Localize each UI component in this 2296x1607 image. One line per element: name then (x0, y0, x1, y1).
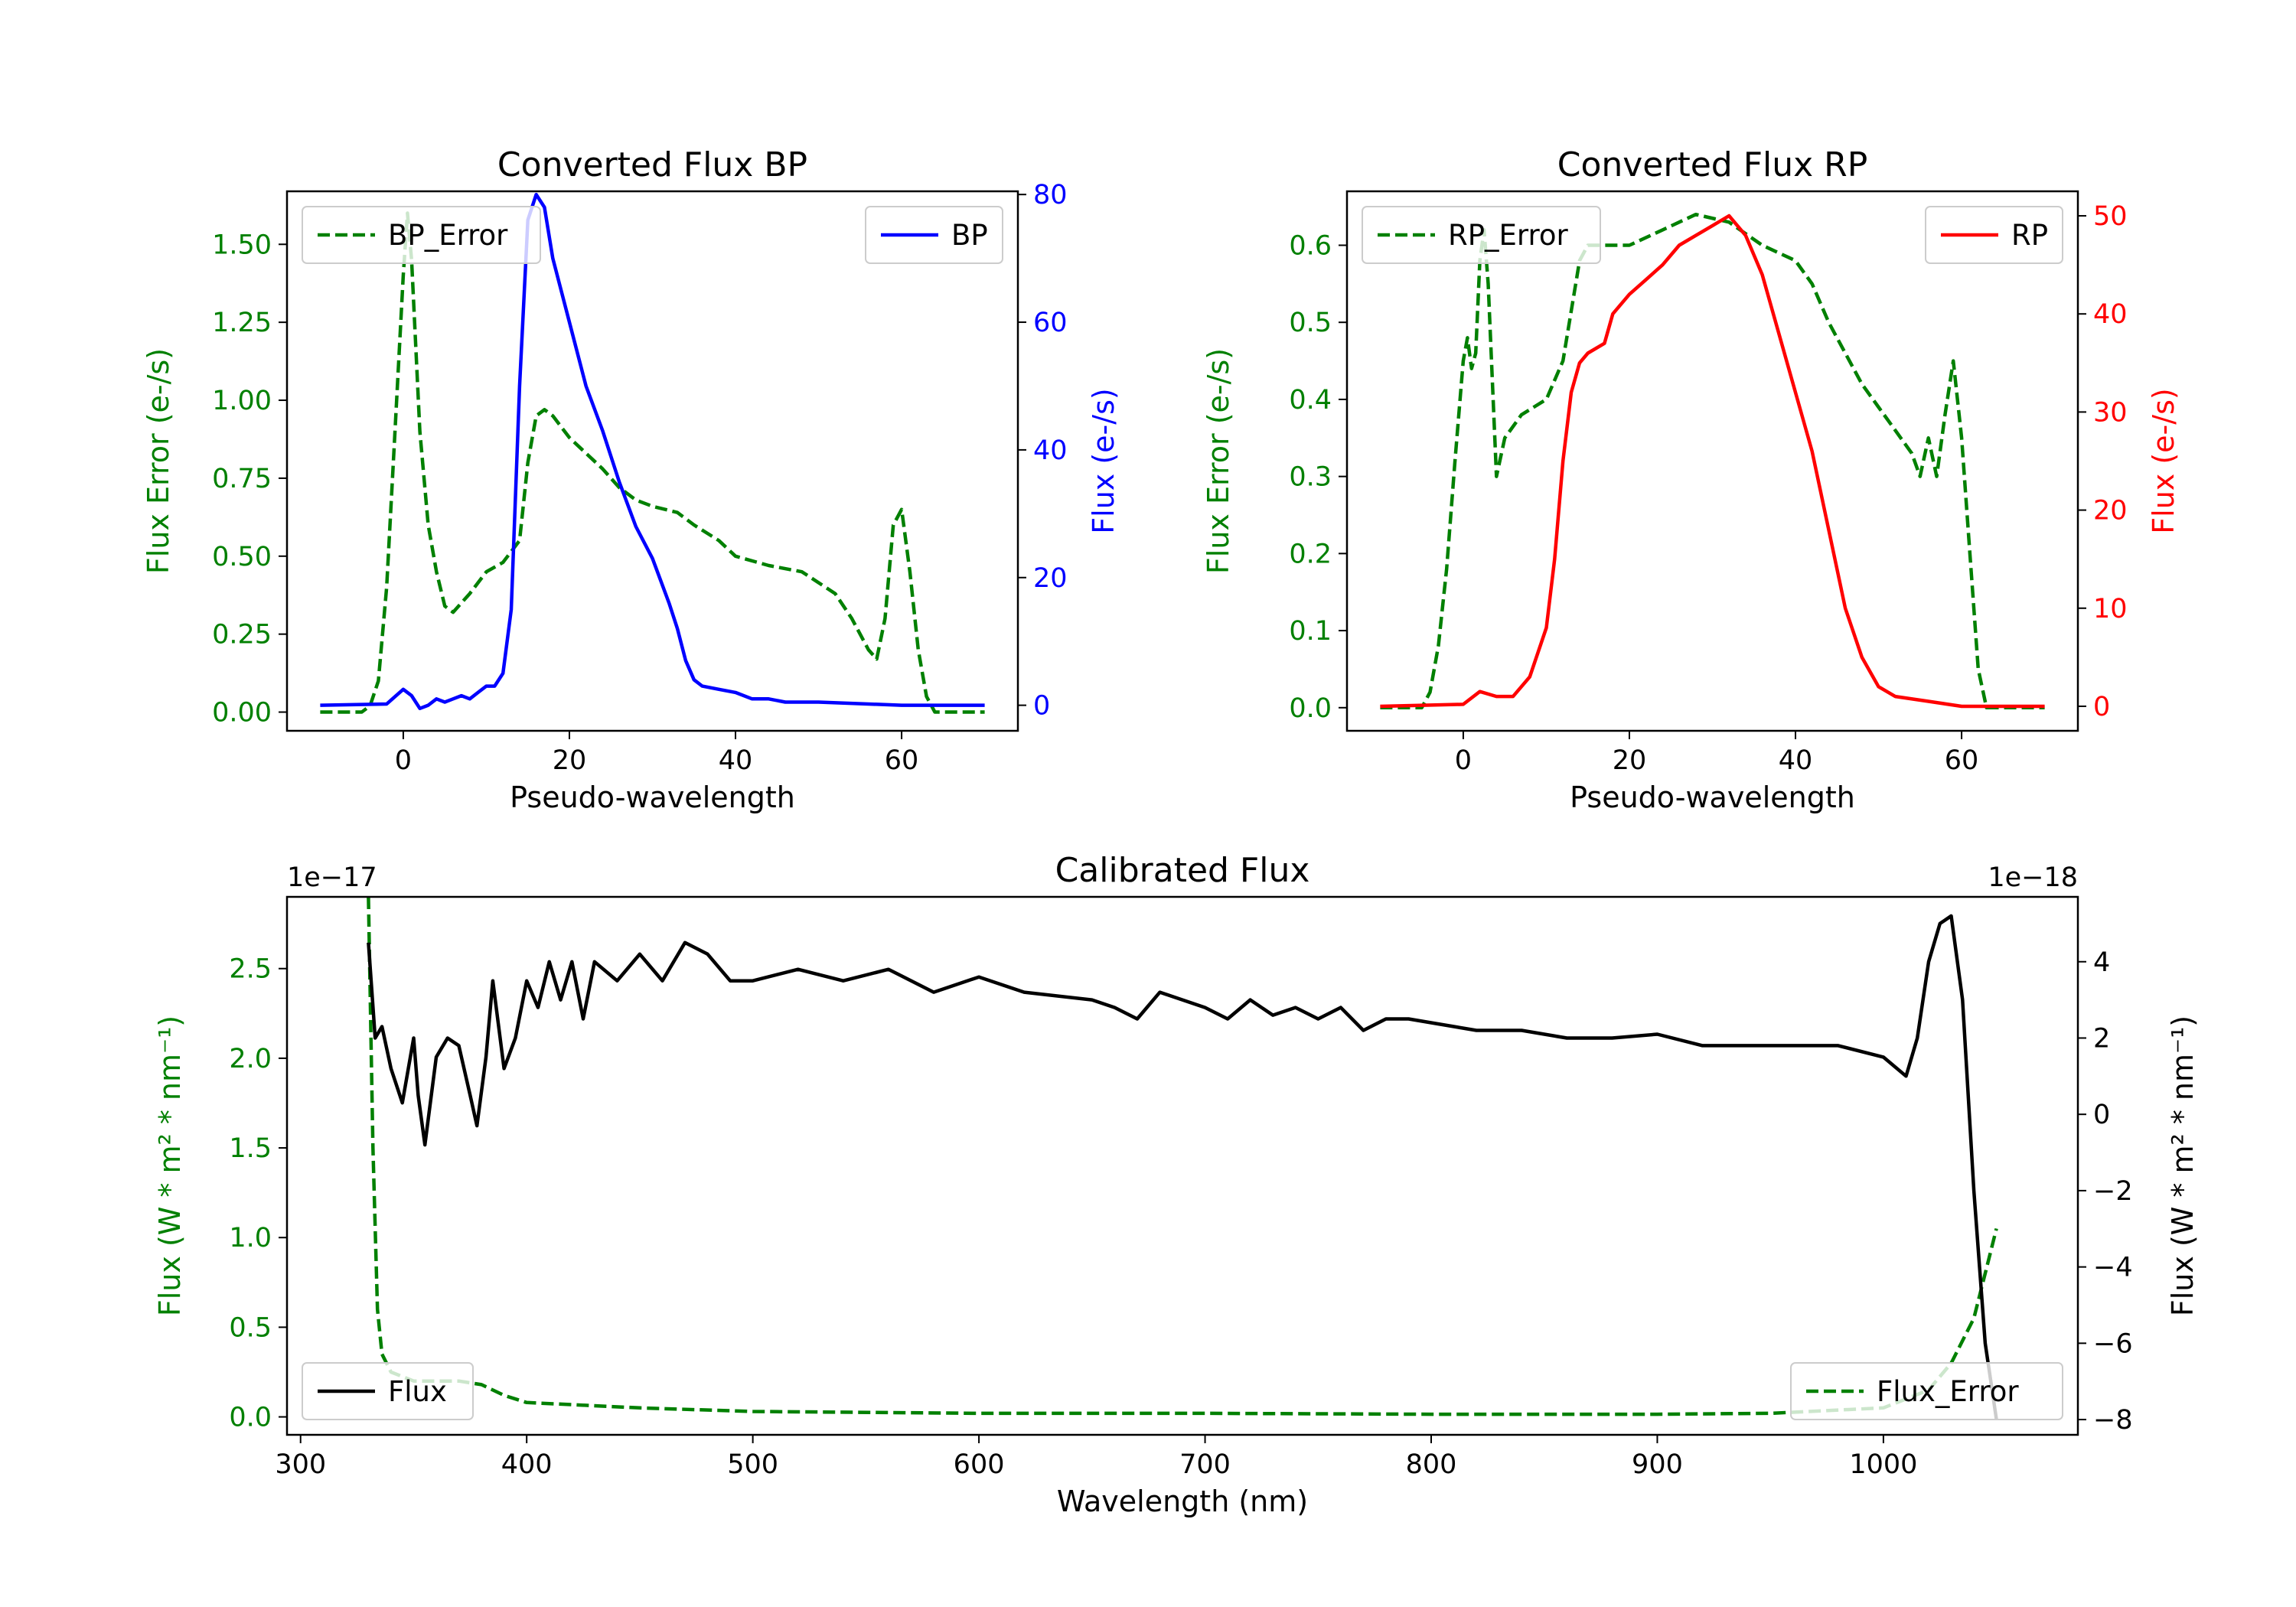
legend-rp-error: RP_Error (1362, 206, 1601, 264)
legend-label: RP_Error (1448, 219, 1568, 252)
y-right-tick-label: 20 (1033, 563, 1068, 594)
y-right-tick-label: −2 (2093, 1176, 2133, 1207)
y-right-tick-label: 4 (2093, 947, 2110, 978)
y-left-axis-label: Flux Error (e-/s) (142, 348, 175, 574)
x-tick-label: 60 (885, 745, 919, 776)
y-left-tick-label: 0.3 (1289, 462, 1332, 493)
y-left-axis-label: Flux Error (e-/s) (1202, 348, 1235, 574)
legend-flux: Flux (302, 1362, 474, 1420)
y-right-tick-label: 50 (2093, 201, 2128, 232)
chart-title: Converted Flux BP (497, 145, 807, 184)
x-tick-label: 400 (501, 1449, 553, 1480)
legend-label: BP_Error (388, 219, 508, 252)
x-tick-label: 0 (1455, 745, 1472, 776)
y-left-tick-label: 0.6 (1289, 231, 1332, 262)
y-right-tick-label: 30 (2093, 397, 2128, 428)
y-left-tick-label: 0.0 (1289, 693, 1332, 724)
y-left-tick-label: 0.5 (1289, 308, 1332, 338)
y-left-tick-label: 1.25 (212, 308, 272, 338)
y-left-tick-label: 0.50 (212, 542, 272, 572)
y-right-tick-label: 40 (2093, 299, 2128, 330)
axes-frame (1345, 190, 2079, 732)
y-left-tick-label: 1.50 (212, 230, 272, 260)
x-tick-label: 60 (1945, 745, 1979, 776)
y-left-tick-label: 1.5 (229, 1133, 272, 1164)
legend-bp-error: BP_Error (302, 206, 541, 264)
y-right-tick-label: 80 (1033, 180, 1068, 210)
legend-box (1790, 1362, 2063, 1420)
y-left-tick-label: 2.0 (229, 1044, 272, 1074)
legend-label: BP (951, 219, 988, 252)
y-right-tick-label: −4 (2093, 1253, 2133, 1283)
chart-panel-2: 0 20 40 60 0.0 0.1 0.2 0.3 0.4 0.5 0.6 0 10 20 30 40 50 C… (1202, 145, 2180, 814)
x-tick-label: 300 (275, 1449, 326, 1480)
y-left-tick-label: 0.25 (212, 620, 272, 650)
y-right-axis-label: Flux (e-/s) (2147, 388, 2180, 533)
legend-box (302, 206, 541, 264)
y-left-tick-label: 1.0 (229, 1223, 272, 1253)
x-tick-label: 40 (719, 745, 753, 776)
series-line-bp (320, 192, 985, 711)
legend-box (302, 1362, 474, 1420)
y-right-tick-label: 0 (1033, 691, 1050, 722)
y-left-tick-label: 2.5 (229, 954, 272, 985)
series-line-flux (367, 914, 1998, 1420)
y-left-tick-label: 0.5 (229, 1312, 272, 1343)
legend-rp: RP (1925, 206, 2063, 264)
x-tick-label: 600 (954, 1449, 1005, 1480)
y-right-tick-label: 10 (2093, 594, 2128, 624)
y-right-axis-label: Flux (W * m² * nm⁻¹) (2166, 1015, 2200, 1316)
y-right-tick-label: 0 (2093, 1100, 2110, 1130)
series-line-rp-error (1380, 212, 2045, 710)
y-right-tick-label: 20 (2093, 496, 2128, 526)
y-right-tick-label: 40 (1033, 435, 1068, 466)
series-line-bp-error (320, 211, 985, 714)
y-left-offset-label: 1e−17 (287, 862, 377, 893)
y-left-tick-label: 0.2 (1289, 539, 1332, 569)
x-tick-label: 800 (1406, 1449, 1457, 1480)
y-left-tick-label: 1.00 (212, 386, 272, 416)
chart-panel-1: 0 20 40 60 0.00 0.25 0.50 0.75 1.00 1.25 1.50 0 20 40… (142, 145, 1120, 814)
y-right-tick-label: −8 (2093, 1405, 2133, 1436)
legend-bp: BP (865, 206, 1003, 264)
x-tick-label: 700 (1179, 1449, 1231, 1480)
y-left-tick-label: 0.00 (212, 698, 272, 729)
legend-box (1362, 206, 1601, 264)
y-right-offset-label: 1e−18 (1988, 862, 2078, 893)
x-tick-label: 900 (1632, 1449, 1683, 1480)
x-tick-label: 40 (1779, 745, 1813, 776)
legend-label: RP (2011, 219, 2048, 252)
y-left-tick-label: 0.75 (212, 464, 272, 494)
x-axis-label: Pseudo-wavelength (1570, 781, 1855, 814)
legend-flux-error: Flux_Error (1790, 1362, 2063, 1420)
legend-label: Flux (388, 1375, 447, 1408)
x-tick-label: 0 (395, 745, 412, 776)
y-right-tick-label: 0 (2093, 692, 2110, 722)
series-line-rp (1380, 214, 2045, 709)
x-tick-label: 500 (727, 1449, 778, 1480)
chart-panel-3: 300 400 500 600 700 800 900 1000 0.0 0.5 1.0 1.5 2.0… (153, 851, 2200, 1518)
x-axis-label: Pseudo-wavelength (510, 781, 795, 814)
y-right-tick-label: 2 (2093, 1023, 2110, 1054)
y-left-axis-label: Flux (W * m² * nm⁻¹) (153, 1015, 187, 1316)
x-tick-label: 20 (553, 745, 587, 776)
x-tick-label: 20 (1613, 745, 1647, 776)
axes-frame (285, 895, 2079, 1436)
y-left-tick-label: 0.1 (1289, 616, 1332, 647)
y-right-axis-label: Flux (e-/s) (1087, 388, 1120, 533)
y-left-tick-label: 0.4 (1289, 385, 1332, 416)
x-tick-label: 1000 (1849, 1449, 1917, 1480)
chart-title: Converted Flux RP (1557, 145, 1868, 184)
chart-title: Calibrated Flux (1055, 851, 1310, 890)
x-axis-label: Wavelength (nm) (1057, 1485, 1308, 1518)
y-right-tick-label: 60 (1033, 308, 1068, 338)
y-left-tick-label: 0.0 (229, 1403, 272, 1433)
legend-label: Flux_Error (1877, 1375, 2019, 1408)
axes-frame (285, 190, 1019, 732)
y-right-tick-label: −6 (2093, 1328, 2133, 1359)
